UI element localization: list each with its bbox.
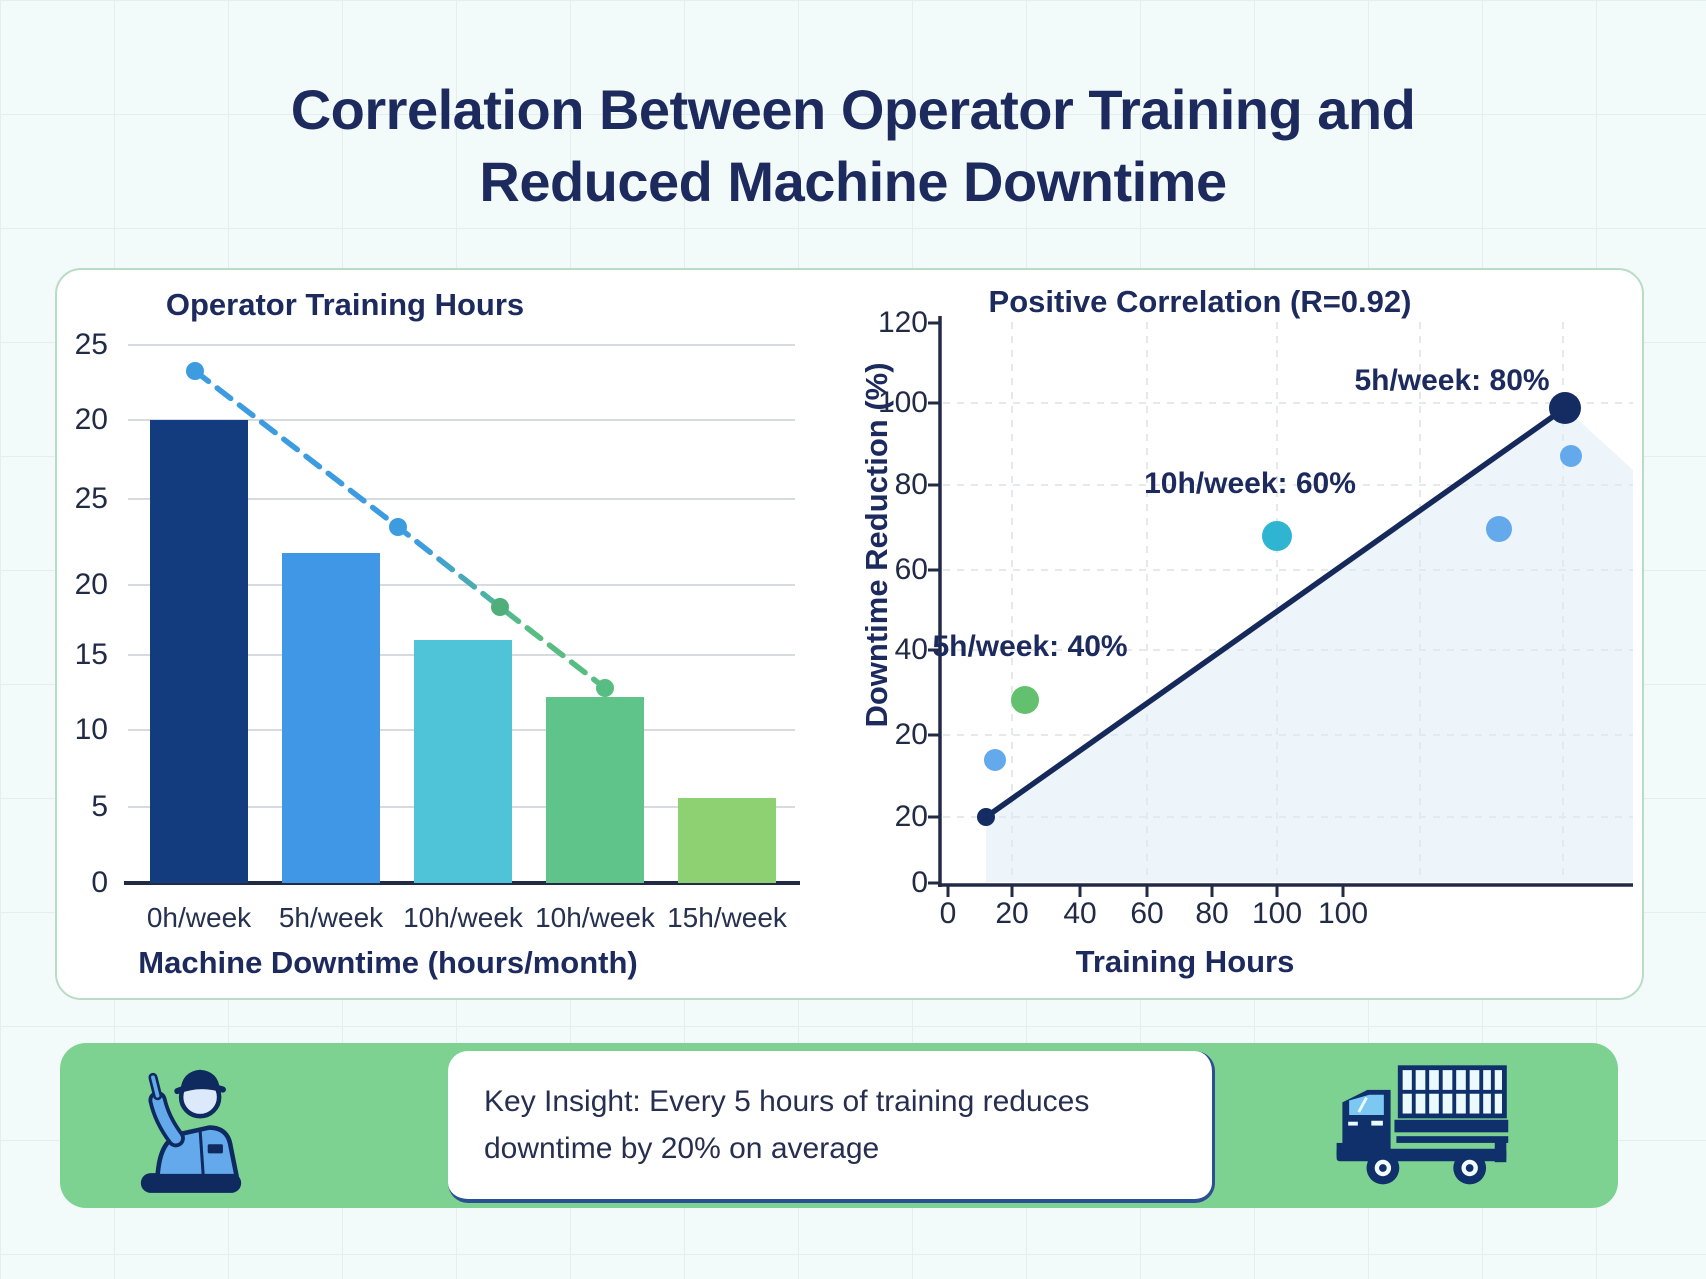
page-title-line1: Correlation Between Operator Training an… xyxy=(290,78,1416,141)
worker-cap-brim xyxy=(174,1083,226,1095)
truck-cab-detail-1 xyxy=(1348,1121,1358,1126)
worker-pocket xyxy=(207,1144,223,1154)
worker-finger xyxy=(151,1075,160,1098)
truck-rear-step xyxy=(1494,1141,1507,1163)
flatbed-truck-icon xyxy=(1336,1065,1509,1185)
key-insight-card: Key Insight: Every 5 hours of training r… xyxy=(448,1051,1215,1203)
worker-arm xyxy=(152,1094,182,1144)
page-title: Correlation Between Operator Training an… xyxy=(0,74,1706,218)
truck-cab-detail-2 xyxy=(1371,1120,1383,1126)
truck-rear-wheel xyxy=(1453,1151,1487,1185)
key-insight-banner: Key Insight: Every 5 hours of training r… xyxy=(60,1043,1618,1208)
truck-cage-bars xyxy=(1400,1067,1505,1116)
charts-panel xyxy=(55,268,1644,1000)
truck-window xyxy=(1349,1094,1384,1115)
worker-pointing-icon xyxy=(140,1069,242,1193)
worker-jacket-seam xyxy=(198,1130,205,1175)
truck-bed-slat xyxy=(1396,1136,1509,1143)
truck-front-wheel xyxy=(1366,1151,1400,1185)
key-insight-line1: Key Insight: Every 5 hours of training r… xyxy=(484,1085,1090,1118)
key-insight-line2: downtime by 20% on average xyxy=(484,1132,880,1165)
truck-window-glare xyxy=(1357,1096,1368,1113)
page-title-line2: Reduced Machine Downtime xyxy=(479,150,1227,213)
truck-bed xyxy=(1394,1119,1509,1133)
key-insight-text: Key Insight: Every 5 hours of training r… xyxy=(484,1078,1089,1172)
